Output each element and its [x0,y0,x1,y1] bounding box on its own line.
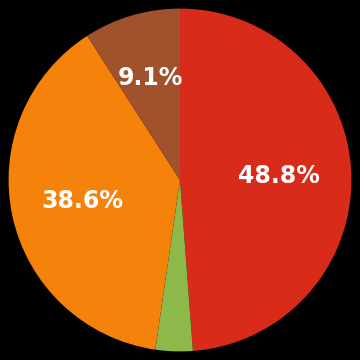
Text: 38.6%: 38.6% [42,189,124,213]
Wedge shape [9,36,180,350]
Wedge shape [155,180,193,351]
Text: 48.8%: 48.8% [238,164,320,188]
Wedge shape [180,9,351,351]
Wedge shape [87,9,180,180]
Text: 9.1%: 9.1% [117,66,183,90]
